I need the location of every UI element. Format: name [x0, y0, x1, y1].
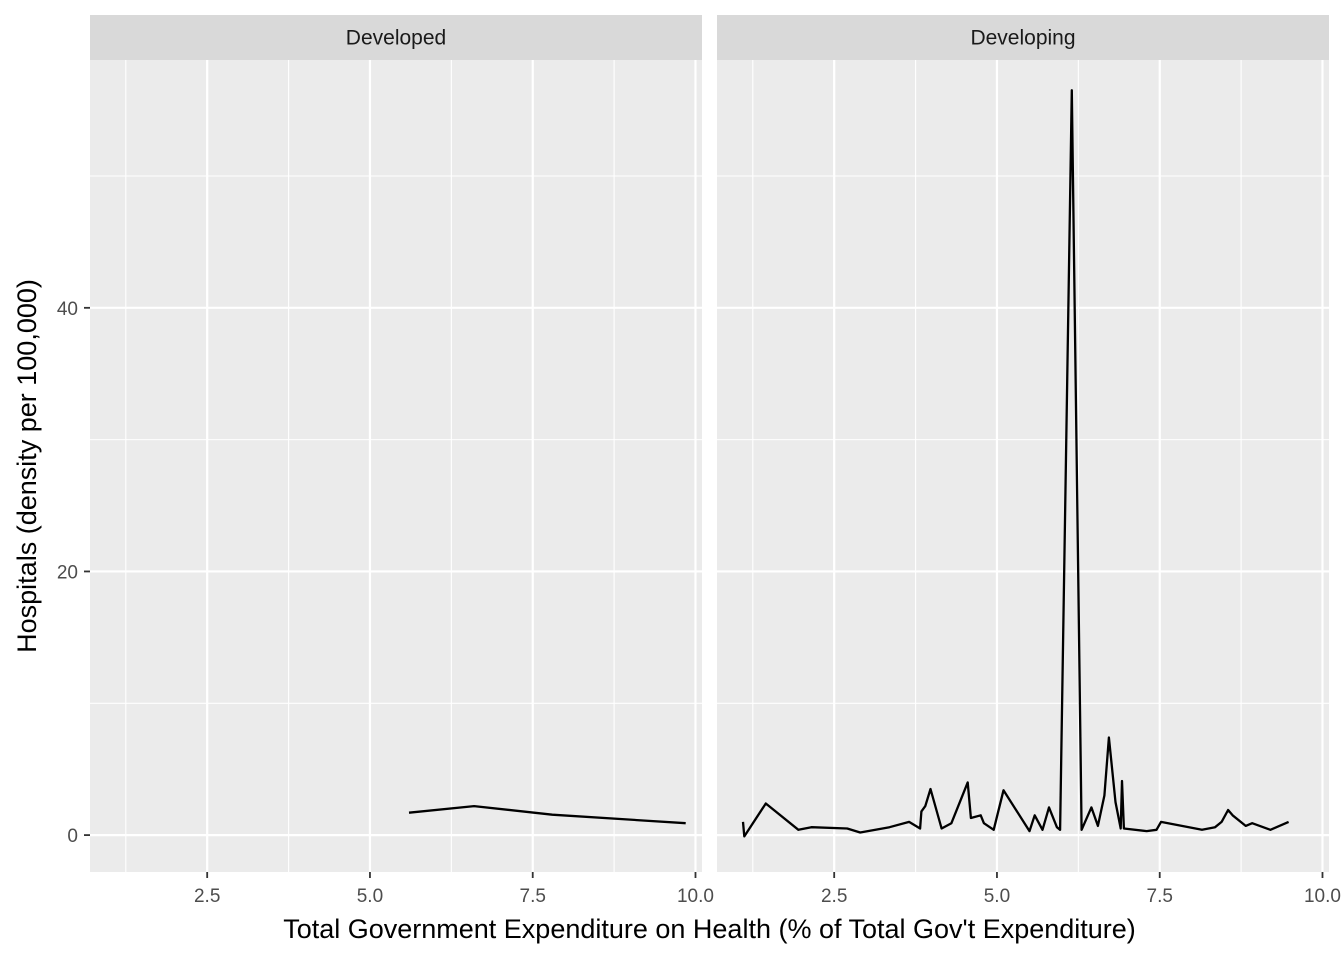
series-line — [741, 89, 1290, 838]
facet-strip — [90, 15, 702, 60]
facet-strip-label: Developing — [970, 27, 1075, 50]
x-tick-label: 10.0 — [1304, 886, 1341, 907]
facet-strip — [717, 15, 1329, 60]
facet-strip-label: Developed — [346, 27, 446, 50]
x-tick-label: 2.5 — [821, 886, 847, 907]
panel-background — [90, 60, 702, 872]
x-tick-label: 2.5 — [194, 886, 220, 907]
x-tick-label: 5.0 — [984, 886, 1010, 907]
x-tick-label: 5.0 — [357, 886, 383, 907]
x-tick-label: 10.0 — [677, 886, 714, 907]
x-axis-title: Total Government Expenditure on Health (… — [283, 914, 1136, 944]
panel-background — [717, 60, 1329, 872]
series-line — [408, 804, 686, 825]
facet-panel-developed: Developed 2.5 5.0 7.5 10.0 — [90, 15, 714, 907]
facet-panel-developing: Developing 2.5 5.0 7.5 10.0 — [717, 15, 1341, 907]
y-tick-label: 40 — [57, 299, 78, 320]
y-axis-title: Hospitals (density per 100,000) — [12, 279, 42, 653]
facet-panels: Developed 2.5 5.0 7.5 10.0 Developing 2.5 5.0 7.… — [90, 15, 1341, 907]
y-tick-label: 20 — [57, 562, 78, 583]
x-tick-label: 7.5 — [1147, 886, 1173, 907]
y-tick-label: 0 — [67, 826, 78, 847]
x-tick-label: 7.5 — [520, 886, 546, 907]
y-axis: 0 20 40 — [57, 299, 90, 847]
